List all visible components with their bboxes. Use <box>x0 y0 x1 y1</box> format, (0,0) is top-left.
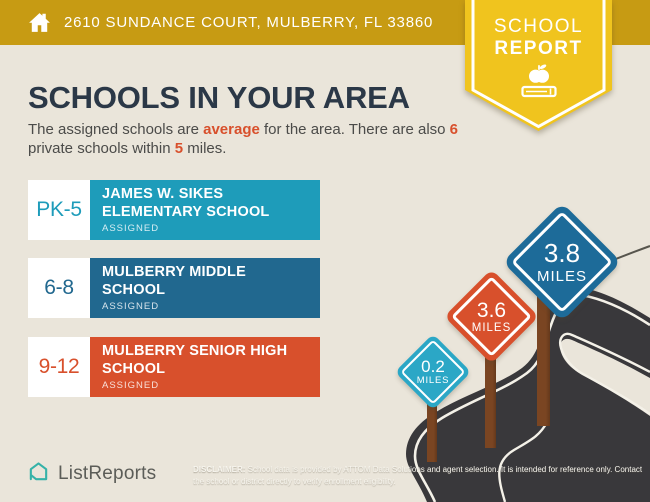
ribbon-text: SCHOOL REPORT <box>465 16 612 60</box>
school-info: MULBERRY MIDDLE SCHOOL ASSIGNED <box>90 258 320 318</box>
house-icon <box>27 10 52 35</box>
school-report-ribbon: SCHOOL REPORT <box>465 0 612 135</box>
distance-value: 0.2 <box>421 356 445 376</box>
distance-unit: MILES <box>536 267 587 285</box>
road-center-line <box>498 421 549 502</box>
summary-seg2: for the area. There are also <box>259 121 450 138</box>
sign-post <box>537 296 550 426</box>
summary-seg4: miles. <box>183 139 227 157</box>
listreports-logo: ListReports <box>27 460 156 488</box>
sign-post <box>485 356 496 448</box>
school-name: JAMES W. SIKES ELEMENTARY SCHOOL <box>102 185 270 220</box>
school-card-elementary: PK-5 JAMES W. SIKES ELEMENTARY SCHOOL AS… <box>28 180 320 240</box>
school-card-middle: 6-8 MULBERRY MIDDLE SCHOOL ASSIGNED <box>28 258 320 318</box>
school-info: JAMES W. SIKES ELEMENTARY SCHOOL ASSIGNE… <box>90 180 320 240</box>
summary-highlight-radius: 5 <box>174 139 184 157</box>
grade-range: 9-12 <box>28 337 90 397</box>
road-inner-line <box>559 332 650 415</box>
property-address: 2610 SUNDANCE COURT, MULBERRY, FL 33860 <box>64 14 434 31</box>
grade-range: PK-5 <box>28 180 90 240</box>
disclaimer-body: School data is provided by ATTOM Data So… <box>193 465 643 486</box>
distance-sign-high: 3.8 MILES <box>502 202 622 322</box>
ribbon-line1: SCHOOL <box>493 16 584 37</box>
grade-range: 6-8 <box>28 258 90 318</box>
school-name: MULBERRY MIDDLE SCHOOL <box>102 263 246 298</box>
brand-name: ListReports <box>58 463 157 484</box>
distance-unit: MILES <box>416 375 450 387</box>
summary-highlight-count: 6 <box>449 121 459 138</box>
page-title: SCHOOLS IN YOUR AREA <box>28 80 410 115</box>
sign-post <box>427 398 437 462</box>
assignment-status: ASSIGNED <box>102 301 160 313</box>
ribbon-border <box>471 0 606 129</box>
disclaimer-label: DISCLAIMER: <box>193 465 246 474</box>
school-info: MULBERRY SENIOR HIGH SCHOOL ASSIGNED <box>90 337 320 397</box>
book-icon <box>521 85 557 98</box>
listreports-house-icon <box>27 460 50 488</box>
disclaimer-text: DISCLAIMER: School data is provided by A… <box>193 464 645 488</box>
summary-text: The assigned schools are average for the… <box>28 121 483 158</box>
sign-text: 3.6 MILES <box>458 283 525 350</box>
distance-sign-elementary: 0.2 MILES <box>394 333 472 411</box>
distance-unit: MILES <box>471 322 512 335</box>
distance-sign-middle: 3.6 MILES <box>444 269 539 364</box>
distance-value: 3.8 <box>543 238 581 269</box>
sign-text: 0.2 MILES <box>406 345 460 399</box>
ribbon-line2: REPORT <box>494 37 583 59</box>
school-card-high: 9-12 MULBERRY SENIOR HIGH SCHOOL ASSIGNE… <box>28 337 320 397</box>
summary-highlight-average: average <box>203 121 260 138</box>
distance-value: 3.6 <box>476 298 507 322</box>
assignment-status: ASSIGNED <box>102 380 160 392</box>
assignment-status: ASSIGNED <box>102 223 160 235</box>
apple-icon <box>529 64 549 83</box>
summary-seg3: private schools within <box>28 139 175 157</box>
road-surface <box>406 286 650 502</box>
apple-book-icon <box>515 60 563 109</box>
summary-seg1: The assigned schools are <box>28 121 204 138</box>
sign-text: 3.8 MILES <box>520 220 604 304</box>
school-name: MULBERRY SENIOR HIGH SCHOOL <box>102 342 288 377</box>
